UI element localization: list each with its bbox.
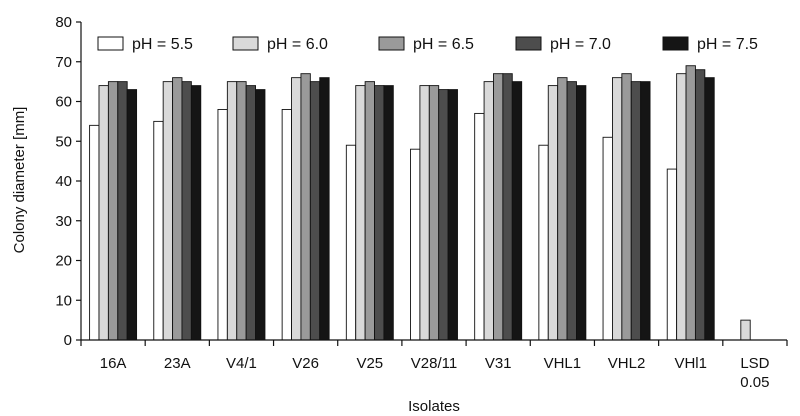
- y-tick-label: 50: [55, 133, 72, 150]
- bar-vhl2-series-5: [640, 81, 651, 341]
- x-tick-label: V31: [485, 355, 512, 372]
- bar-vhl1-series-1: [666, 168, 678, 341]
- bar-v4-1-series-4: [245, 85, 256, 341]
- legend-swatch-4: [515, 36, 542, 51]
- bar-vhl1-series-2: [676, 73, 687, 341]
- bar-16a-series-3: [107, 81, 119, 341]
- x-tick-label: VHl1: [674, 355, 707, 372]
- legend-swatch-2: [232, 36, 259, 51]
- bar-v25-series-1: [345, 144, 357, 341]
- legend-label-2: pH = 6.0: [267, 36, 328, 53]
- x-tick-label: VHL2: [608, 355, 646, 372]
- bar-vhl1-series-5: [576, 85, 587, 341]
- bar-v31-series-1: [474, 112, 485, 341]
- y-tick-label: 70: [55, 54, 72, 71]
- legend-label-1: pH = 5.5: [132, 36, 193, 53]
- bar-v4-1-series-5: [255, 89, 266, 341]
- y-tick-label: 30: [55, 213, 72, 230]
- legend: pH = 5.5 pH = 6.0 pH = 6.5 pH = 7.0 pH = 7.5: [97, 36, 758, 53]
- bar-v4-1-series-1: [217, 108, 228, 341]
- bar-v26-series-2: [291, 77, 302, 341]
- bar-vhl2-series-2: [612, 77, 623, 341]
- bar-23a-series-1: [153, 120, 164, 341]
- bar-v28-11-series-2: [419, 85, 430, 341]
- y-tick-label: 20: [55, 253, 72, 270]
- bar-v26-series-1: [281, 108, 292, 341]
- bar-v26-series-4: [309, 81, 321, 341]
- bar-v31-series-4: [502, 73, 513, 341]
- bar-v25-series-2: [355, 85, 366, 341]
- bar-16a-series-1: [89, 124, 100, 341]
- x-tick-label: LSD: [740, 355, 769, 372]
- x-tick-label: V26: [292, 355, 319, 372]
- bar-23a-series-4: [181, 81, 192, 341]
- x-axis-title: Isolates: [408, 398, 460, 415]
- bar-23a-series-3: [172, 77, 183, 341]
- bar-v26-series-3: [300, 73, 311, 341]
- x-tick-label: V28/11: [411, 355, 457, 372]
- bar-v25-series-4: [374, 85, 385, 341]
- bar-v25-series-3: [364, 81, 375, 341]
- bar-vhl1-series-3: [557, 77, 568, 341]
- bar-v28-11-series-4: [438, 89, 449, 341]
- ticks: 0 10 20 30 40 50 60 70 80 16A 23A V4/1 V26 V25 V28/11 V…: [55, 14, 788, 391]
- bar-vhl2-series-3: [621, 73, 632, 341]
- bar-vhl2-series-4: [630, 81, 642, 341]
- bars: [89, 65, 751, 341]
- y-tick-label: 80: [55, 14, 72, 31]
- bar-vhl1-series-5: [704, 77, 715, 341]
- y-axis-title: Colony diameter [mm]: [11, 107, 28, 254]
- x-tick-label: 23A: [164, 355, 191, 372]
- legend-swatch-5: [662, 36, 689, 51]
- bar-vhl1-series-2: [547, 85, 559, 341]
- bar-16a-series-5: [126, 89, 138, 341]
- bar-v4-1-series-2: [226, 81, 238, 341]
- bar-v25-series-5: [383, 85, 394, 341]
- bar-16a-series-4: [117, 81, 128, 341]
- bar-lsd-series-2: [740, 319, 751, 341]
- y-tick-label: 10: [55, 292, 72, 309]
- legend-label-4: pH = 7.0: [550, 36, 611, 53]
- bar-v31-series-2: [483, 81, 494, 341]
- legend-label-3: pH = 6.5: [413, 36, 474, 53]
- bar-vhl1-series-1: [538, 144, 549, 341]
- legend-swatch-1: [97, 36, 124, 51]
- y-tick-label: 60: [55, 94, 72, 111]
- bar-v26-series-5: [319, 77, 330, 341]
- bar-23a-series-2: [162, 81, 174, 341]
- bar-vhl1-series-4: [566, 81, 577, 341]
- legend-label-5: pH = 7.5: [697, 36, 758, 53]
- bar-23a-series-5: [190, 85, 202, 341]
- x-tick-label: 0.05: [740, 374, 769, 391]
- x-tick-label: 16A: [100, 355, 127, 372]
- y-tick-label: 40: [55, 173, 72, 190]
- x-tick-label: V25: [356, 355, 383, 372]
- bar-v31-series-5: [511, 81, 523, 341]
- bar-vhl2-series-1: [602, 136, 613, 341]
- bar-vhl1-series-3: [685, 65, 696, 341]
- bar-v28-11-series-5: [447, 89, 458, 341]
- x-tick-label: V4/1: [226, 355, 257, 372]
- bar-v4-1-series-3: [236, 81, 247, 341]
- bar-v28-11-series-1: [410, 148, 421, 341]
- x-tick-label: VHL1: [544, 355, 582, 372]
- y-tick-label: 0: [64, 332, 72, 349]
- bar-v31-series-3: [493, 73, 504, 341]
- bar-v28-11-series-3: [428, 85, 440, 341]
- legend-swatch-3: [378, 36, 405, 51]
- bar-16a-series-2: [98, 85, 109, 341]
- bar-vhl1-series-4: [694, 69, 706, 341]
